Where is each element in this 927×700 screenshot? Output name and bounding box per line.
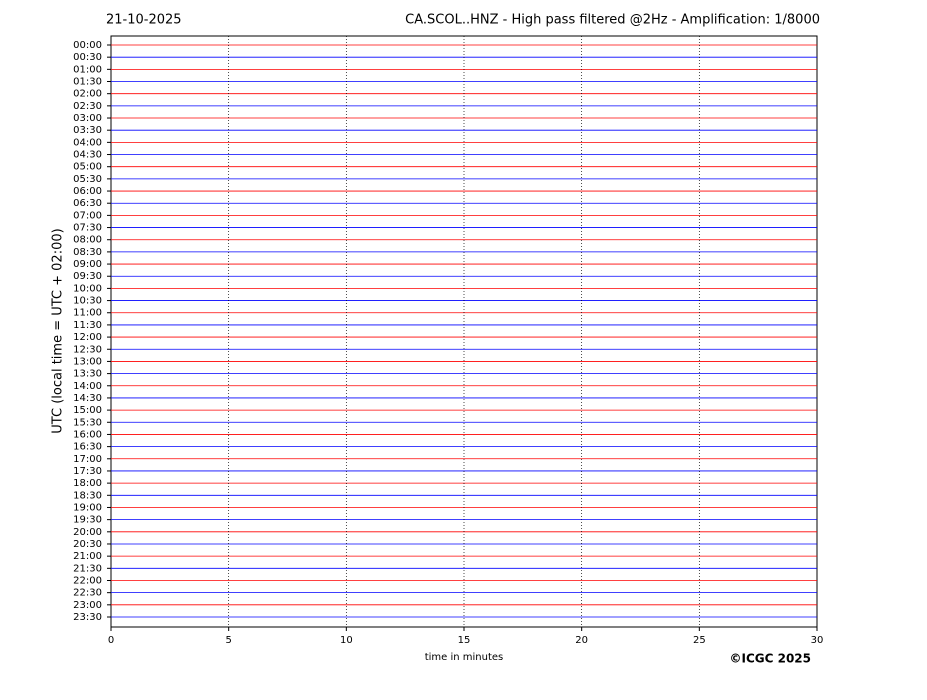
y-tick-label: 15:30 <box>73 417 102 428</box>
x-tick-label: 10 <box>340 635 353 646</box>
y-tick-label: 09:30 <box>73 271 102 282</box>
y-tick-label: 00:30 <box>73 52 102 63</box>
y-tick-label: 21:30 <box>73 563 102 574</box>
x-axis-label: time in minutes <box>425 652 504 663</box>
y-tick-label: 23:00 <box>73 600 102 611</box>
y-tick-label: 16:00 <box>73 429 102 440</box>
y-tick-label: 05:00 <box>73 162 102 173</box>
chart-title: CA.SCOL..HNZ - High pass filtered @2Hz -… <box>405 13 820 28</box>
y-tick-label: 06:30 <box>73 198 102 209</box>
y-tick-label: 00:00 <box>73 40 102 51</box>
x-tick-label: 15 <box>458 635 471 646</box>
y-tick-label: 10:00 <box>73 283 102 294</box>
copyright: ©ICGC 2025 <box>729 652 811 666</box>
y-tick-label: 07:00 <box>73 210 102 221</box>
y-tick-label: 18:30 <box>73 490 102 501</box>
x-tick-label: 0 <box>108 635 114 646</box>
y-tick-label: 05:30 <box>73 174 102 185</box>
x-tick-label: 20 <box>575 635 588 646</box>
y-tick-label: 12:30 <box>73 344 102 355</box>
y-tick-label: 19:30 <box>73 515 102 526</box>
y-tick-label: 22:00 <box>73 575 102 586</box>
x-tick-label: 5 <box>225 635 231 646</box>
y-tick-label: 01:00 <box>73 64 102 75</box>
x-tick-label: 25 <box>693 635 706 646</box>
y-tick-label: 10:30 <box>73 296 102 307</box>
y-tick-label: 20:00 <box>73 527 102 538</box>
y-tick-label: 06:00 <box>73 186 102 197</box>
y-tick-label: 09:00 <box>73 259 102 270</box>
x-tick-label: 30 <box>811 635 824 646</box>
y-tick-label: 11:30 <box>73 320 102 331</box>
y-axis-label: UTC (local time = UTC + 02:00) <box>51 228 66 433</box>
y-tick-label: 20:30 <box>73 539 102 550</box>
y-tick-label: 04:30 <box>73 150 102 161</box>
y-tick-label: 12:00 <box>73 332 102 343</box>
date: 21-10-2025 <box>106 13 182 28</box>
y-tick-label: 13:30 <box>73 369 102 380</box>
y-tick-label: 16:30 <box>73 442 102 453</box>
y-tick-label: 03:30 <box>73 125 102 136</box>
plot-frame <box>110 35 818 628</box>
y-tick-label: 01:30 <box>73 77 102 88</box>
y-tick-label: 21:00 <box>73 551 102 562</box>
y-tick-label: 04:00 <box>73 137 102 148</box>
y-tick-label: 17:30 <box>73 466 102 477</box>
y-tick-label: 11:00 <box>73 308 102 319</box>
y-tick-label: 03:00 <box>73 113 102 124</box>
y-tick-label: 15:00 <box>73 405 102 416</box>
y-tick-label: 13:00 <box>73 356 102 367</box>
y-tick-label: 17:00 <box>73 454 102 465</box>
y-tick-label: 07:30 <box>73 223 102 234</box>
y-tick-label: 14:30 <box>73 393 102 404</box>
y-tick-label: 02:00 <box>73 89 102 100</box>
y-tick-label: 23:30 <box>73 612 102 623</box>
y-tick-label: 08:00 <box>73 235 102 246</box>
y-tick-label: 19:00 <box>73 502 102 513</box>
y-tick-label: 14:00 <box>73 381 102 392</box>
y-tick-label: 22:30 <box>73 588 102 599</box>
y-tick-label: 08:30 <box>73 247 102 258</box>
y-tick-label: 02:30 <box>73 101 102 112</box>
y-tick-label: 18:00 <box>73 478 102 489</box>
